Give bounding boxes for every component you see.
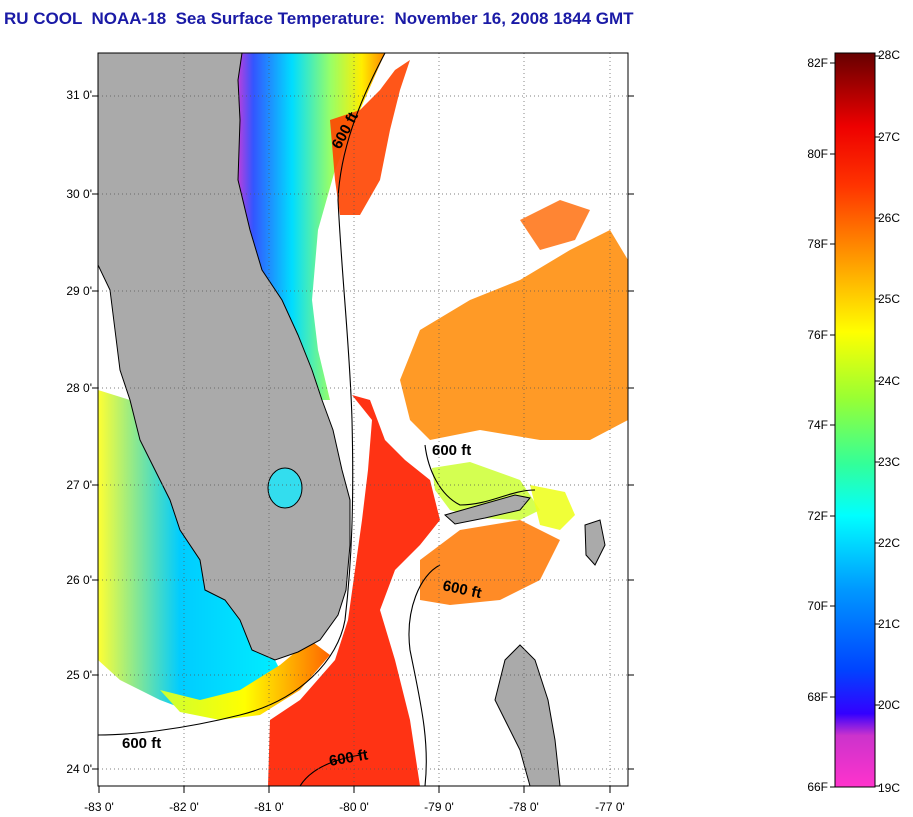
lat-label: 27 0' <box>66 478 92 492</box>
gulf-stream-north <box>330 60 410 215</box>
colorbar-label-c: 25C <box>878 292 901 306</box>
gulf-of-mexico-water <box>98 390 280 715</box>
colorbar-label-f: 76F <box>807 328 828 342</box>
colorbar-label-f: 66F <box>807 780 828 794</box>
contour-label: 600 ft <box>328 746 370 770</box>
lon-label: -79 0' <box>424 800 454 814</box>
axis-ticks <box>92 95 634 793</box>
keys-water <box>160 640 330 720</box>
offshore-warm-water <box>400 230 628 440</box>
lat-label: 25 0' <box>66 668 92 682</box>
colorbar-label-f: 72F <box>807 509 828 523</box>
lat-label: 28 0' <box>66 381 92 395</box>
colorbar-label-c: 19C <box>878 781 901 795</box>
lon-label: -83 0' <box>84 800 114 814</box>
colorbar-label-f: 74F <box>807 418 828 432</box>
isobath-contour <box>98 53 386 736</box>
colorbar-label-c: 23C <box>878 455 901 469</box>
offshore-warm-water-2 <box>420 520 560 605</box>
colorbar-label-f: 78F <box>807 237 828 251</box>
colorbar-label-f: 70F <box>807 599 828 613</box>
colorbar-label-f: 68F <box>807 690 828 704</box>
bank-water-2 <box>530 485 575 530</box>
isobath-contour <box>299 754 361 786</box>
lon-label: -80 0' <box>339 800 369 814</box>
colorbar-label-c: 28C <box>878 48 901 62</box>
lon-label: -81 0' <box>254 800 284 814</box>
offshore-warm-water-3 <box>520 200 590 250</box>
gulf-stream <box>268 395 440 786</box>
colorbar-label-c: 26C <box>878 211 901 225</box>
grand-bahama-land <box>443 494 531 525</box>
lat-label: 26 0' <box>66 573 92 587</box>
andros-land <box>494 644 561 786</box>
contour-label: 600 ft <box>432 442 471 459</box>
colorbar <box>834 52 876 788</box>
colorbar-label-c: 24C <box>878 374 901 388</box>
abaco-land <box>584 519 606 566</box>
lake-okeechobee <box>267 467 303 509</box>
colorbar-label-c: 22C <box>878 536 901 550</box>
contour-label: 600 ft <box>122 735 161 752</box>
colorbar-label-c: 21C <box>878 617 901 631</box>
colorbar-label-f: 82F <box>807 56 828 70</box>
lat-label: 31 0' <box>66 88 92 102</box>
lat-label: 24 0' <box>66 762 92 776</box>
lon-label: -78 0' <box>509 800 539 814</box>
lon-label: -77 0' <box>595 800 625 814</box>
colorbar-label-c: 20C <box>878 698 901 712</box>
graticule <box>98 53 628 786</box>
lat-label: 29 0' <box>66 284 92 298</box>
colorbar-label-f: 80F <box>807 147 828 161</box>
colorbar-label-c: 27C <box>878 130 901 144</box>
isobath-contour <box>408 564 441 786</box>
map-title: RU COOL NOAA-18 Sea Surface Temperature:… <box>4 9 634 28</box>
lon-label: -82 0' <box>169 800 199 814</box>
lat-label: 30 0' <box>66 187 92 201</box>
isobath-contour <box>424 444 536 506</box>
colorbar-ticks <box>830 55 880 788</box>
map-frame <box>97 52 629 787</box>
